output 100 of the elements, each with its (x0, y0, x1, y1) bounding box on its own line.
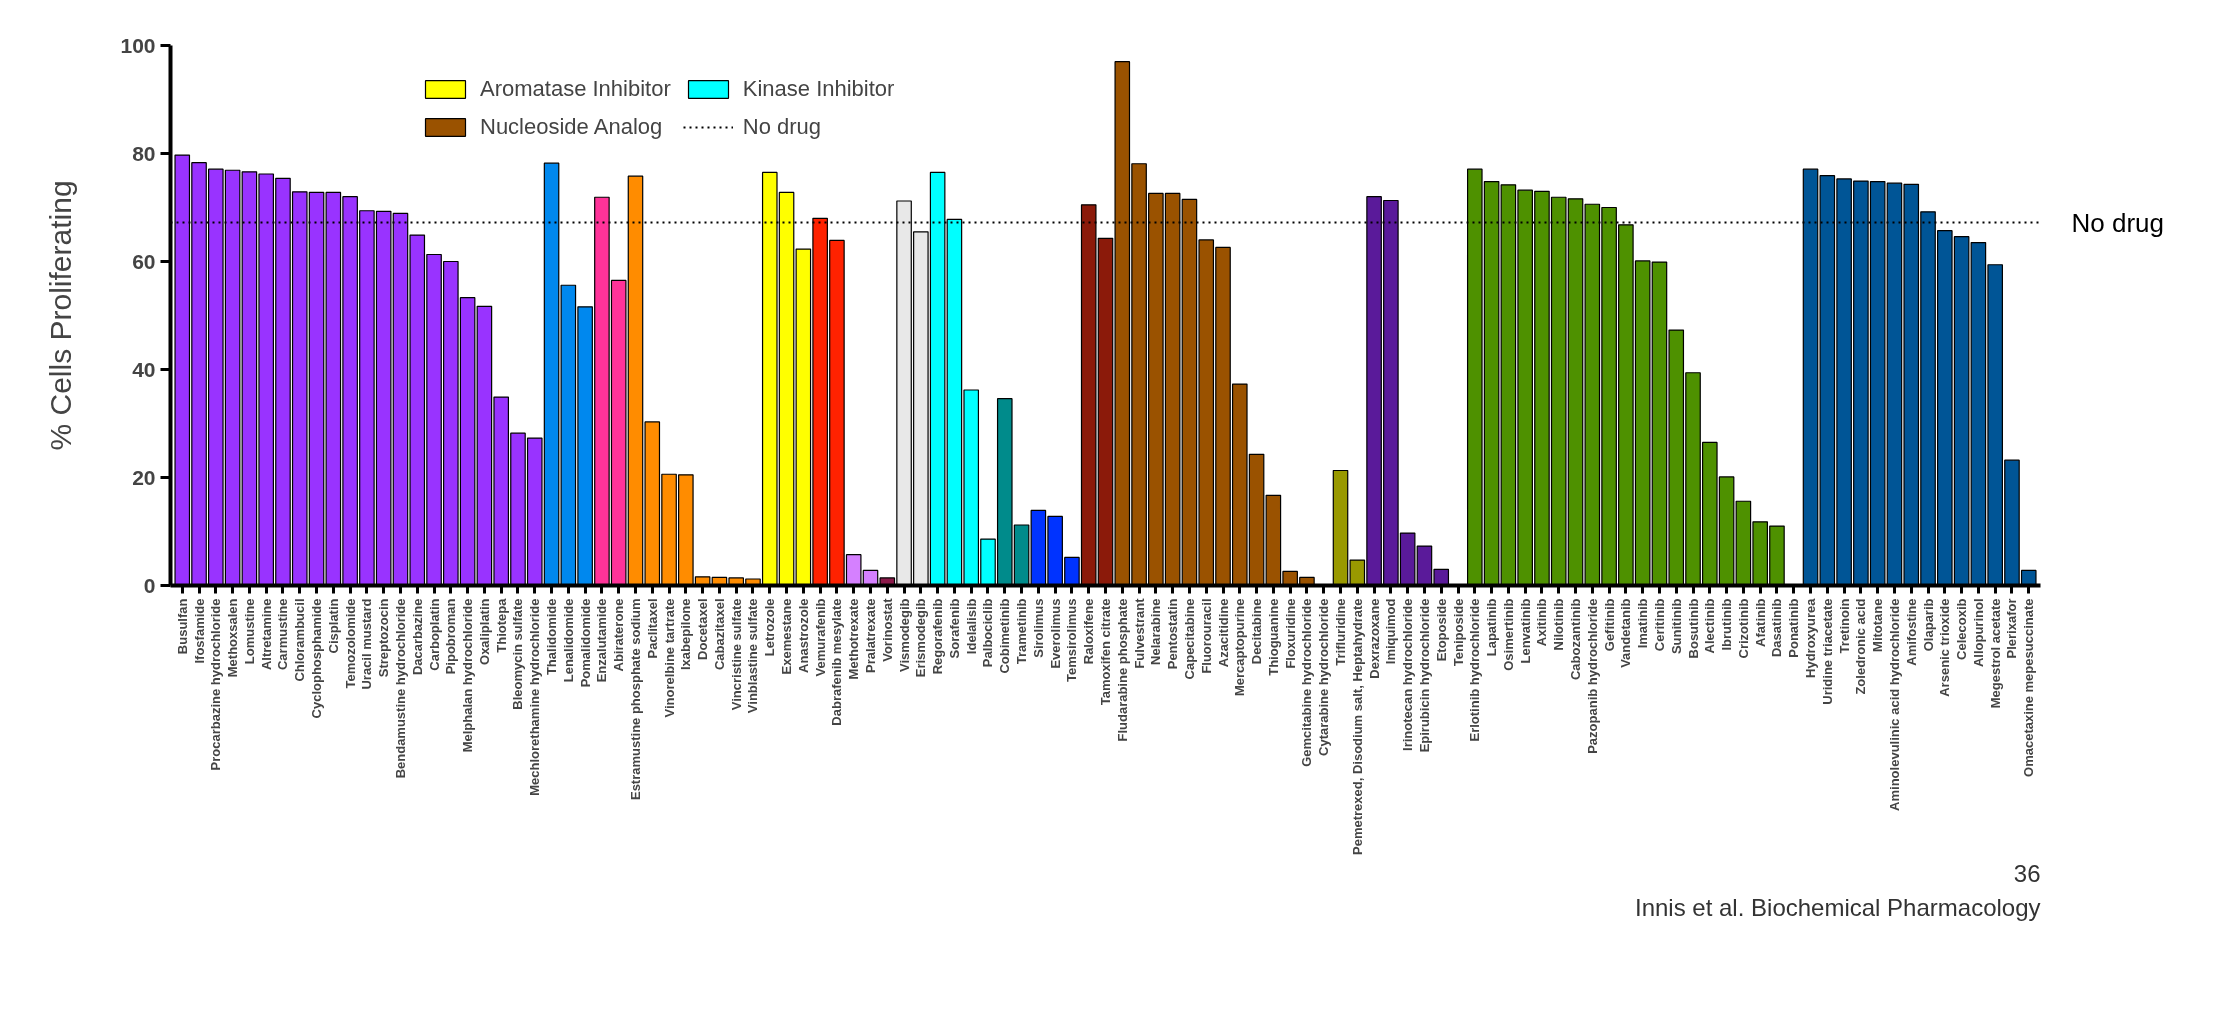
x-tick-label: Mitotane (1870, 598, 1886, 652)
x-tick-label: Altretamine (258, 598, 274, 671)
x-tick-label: Teniposide (1450, 598, 1466, 667)
x-tick-label: Dabrafenib mesylate (829, 598, 845, 726)
x-tick-label: Afatinib (1752, 598, 1768, 647)
x-tick-label: Capecitabine (1181, 598, 1197, 680)
x-tick-label: Raloxifene (1081, 598, 1097, 665)
x-tick-label: Sorafenib (946, 598, 962, 659)
y-tick-label: 20 (132, 465, 156, 489)
x-tick-label: Axitinib (1534, 598, 1550, 647)
x-tick-label: Oxaliplatin (476, 598, 492, 665)
x-tick-label: Decitabine (1249, 598, 1265, 665)
x-tick-label: Vandetanib (1618, 598, 1634, 668)
x-tick-label: Etoposide (1433, 598, 1449, 662)
x-tick-label: Paclitaxel (644, 598, 660, 659)
x-tick-label: Temozolomide (342, 598, 358, 689)
legend-label: Aromatase Inhibitor (480, 76, 671, 102)
x-tick-label: Dexrazoxane (1366, 598, 1382, 679)
x-tick-label: Docetaxel (695, 598, 711, 660)
x-tick-label: Ceritinib (1651, 598, 1667, 652)
x-tick-label: Melphalan hydrochloride (460, 598, 476, 753)
text: 36 (2013, 859, 2041, 887)
x-tick-label: Uracil mustard (359, 598, 375, 690)
x-tick-label: Palbociclib (980, 598, 996, 668)
x-tick-label: Crizotinib (1735, 598, 1751, 659)
x-tick-label: Erlotinib hydrochloride (1467, 598, 1483, 742)
y-tick-label: 40 (132, 357, 156, 381)
x-tick-label: Ibrutinib (1719, 598, 1735, 651)
x-tick-label: Nilotinib (1551, 598, 1567, 651)
x-tick-label: Cobimetinib (997, 598, 1013, 674)
x-tick-label: Cisplatin (325, 598, 341, 654)
x-tick-label: Tamoxifen citrate (1098, 598, 1113, 706)
x-tick-label: Fludarabine phosphate (1114, 598, 1130, 742)
x-tick-label: Methotrexate (846, 598, 862, 680)
x-tick-label: Zoledronic acid (1853, 598, 1869, 695)
x-tick-label: Mechlorethamine hydrochloride (527, 598, 543, 796)
x-tick-label: Cytarabine hydrochloride (1316, 598, 1332, 756)
x-tick-label: Vemurafenib (812, 598, 828, 677)
x-tick-label: Exemestane (779, 598, 795, 675)
y-axis-title: % Cells Proliferating (44, 180, 78, 451)
x-tick-label: Bosutinib (1685, 598, 1701, 659)
x-tick-label: Procarbazine hydrochloride (208, 598, 224, 771)
x-tick-label: Gemcitabine hydrochloride (1299, 598, 1315, 767)
x-tick-label: Imatinib (1635, 598, 1651, 649)
y-tick-label: 60 (132, 249, 156, 273)
x-tick-label: Estramustine phosphate sodium (627, 598, 643, 801)
x-tick-label: Regorafenib (930, 598, 946, 675)
x-tick-label: Pazopanib hydrochloride (1584, 598, 1600, 754)
x-tick-label: Sirolimus (1030, 598, 1046, 658)
y-tick-label: 80 (132, 141, 156, 165)
x-tick-label: Ixabepilone (678, 598, 694, 671)
x-tick-label: Thalidomide (544, 598, 560, 676)
x-tick-label: Irinotecan hydrochloride (1400, 598, 1416, 751)
x-tick-label: Thioguanine (1265, 598, 1281, 676)
x-tick-label: Mercaptopurine (1232, 598, 1248, 697)
text: No drug (742, 114, 822, 139)
y-tick-label: 0 (143, 573, 156, 597)
x-tick-label: Lenvatinib (1517, 598, 1533, 664)
x-tick-label: Pipobroman (443, 598, 459, 675)
x-tick-label: Epirubicin hydrochloride (1416, 598, 1432, 753)
x-tick-label: Temsirolimus (1064, 598, 1080, 683)
x-tick-label: Vorinostat (879, 597, 895, 662)
x-tick-label: Lenalidomide (560, 598, 576, 683)
x-tick-label: Abiraterone (611, 598, 627, 672)
x-tick-label: Amifostine (1903, 598, 1919, 666)
x-tick-label: Tretinoin (1836, 598, 1852, 654)
x-tick-label: Vincristine sulfate (728, 598, 744, 711)
x-tick-label: Alectinib (1702, 598, 1718, 654)
x-tick-label: Pralatrexate (862, 598, 878, 673)
x-tick-label: Sunitinib (1668, 598, 1684, 655)
x-tick-label: Omacetaxine mepesuccinate (2021, 598, 2037, 777)
x-tick-label: Plerixafor (2004, 598, 2020, 659)
legend-label: Nucleoside Analog (480, 114, 663, 140)
x-tick-label: Pomalidomide (577, 598, 593, 688)
x-tick-label: Aminolevulinic acid hydrochloride (1886, 598, 1902, 811)
x-tick-label: Lomustine (241, 598, 257, 665)
x-tick-label: Methoxsalen (225, 598, 241, 678)
x-tick-label: Lapatinib (1484, 598, 1500, 657)
x-tick-label: Arsenic trioxide (1937, 598, 1953, 697)
x-tick-label: Dacarbazine (409, 598, 425, 676)
x-tick-label: Nelarabine (1148, 598, 1164, 665)
x-tick-label: Vismodegib (896, 598, 912, 672)
x-tick-label: Dasatinib (1769, 598, 1785, 658)
x-tick-label: Hydroxyurea (1803, 597, 1819, 678)
x-tick-label: Floxuridine (1282, 598, 1298, 669)
x-tick-label: Pemetrexed, Disodium salt, Heptahydrate (1349, 598, 1365, 855)
x-tick-label: Gefitinib (1601, 598, 1617, 652)
x-tick-label: Ponatinib (1786, 598, 1802, 658)
text: Innis et al. Biochemical Pharmacology (1634, 893, 2041, 921)
x-tick-label: Vinblastine sulfate (745, 598, 761, 714)
x-tick-label: Cabazitaxel (711, 598, 727, 671)
x-tick-label: Pentostatin (1165, 598, 1181, 670)
y-tick-label: 100 (120, 33, 156, 57)
x-tick-label: Fluorouracil (1198, 598, 1214, 674)
x-tick-label: Idelalisib (963, 598, 979, 655)
x-tick-label: Megestrol acetate (1987, 598, 2003, 709)
x-tick-label: Allopurinol (1970, 598, 1986, 668)
x-tick-label: Cabozantinib (1568, 598, 1584, 681)
x-tick-label: Anastrozole (795, 598, 811, 673)
x-tick-label: Uridine triacetate (1819, 598, 1835, 705)
